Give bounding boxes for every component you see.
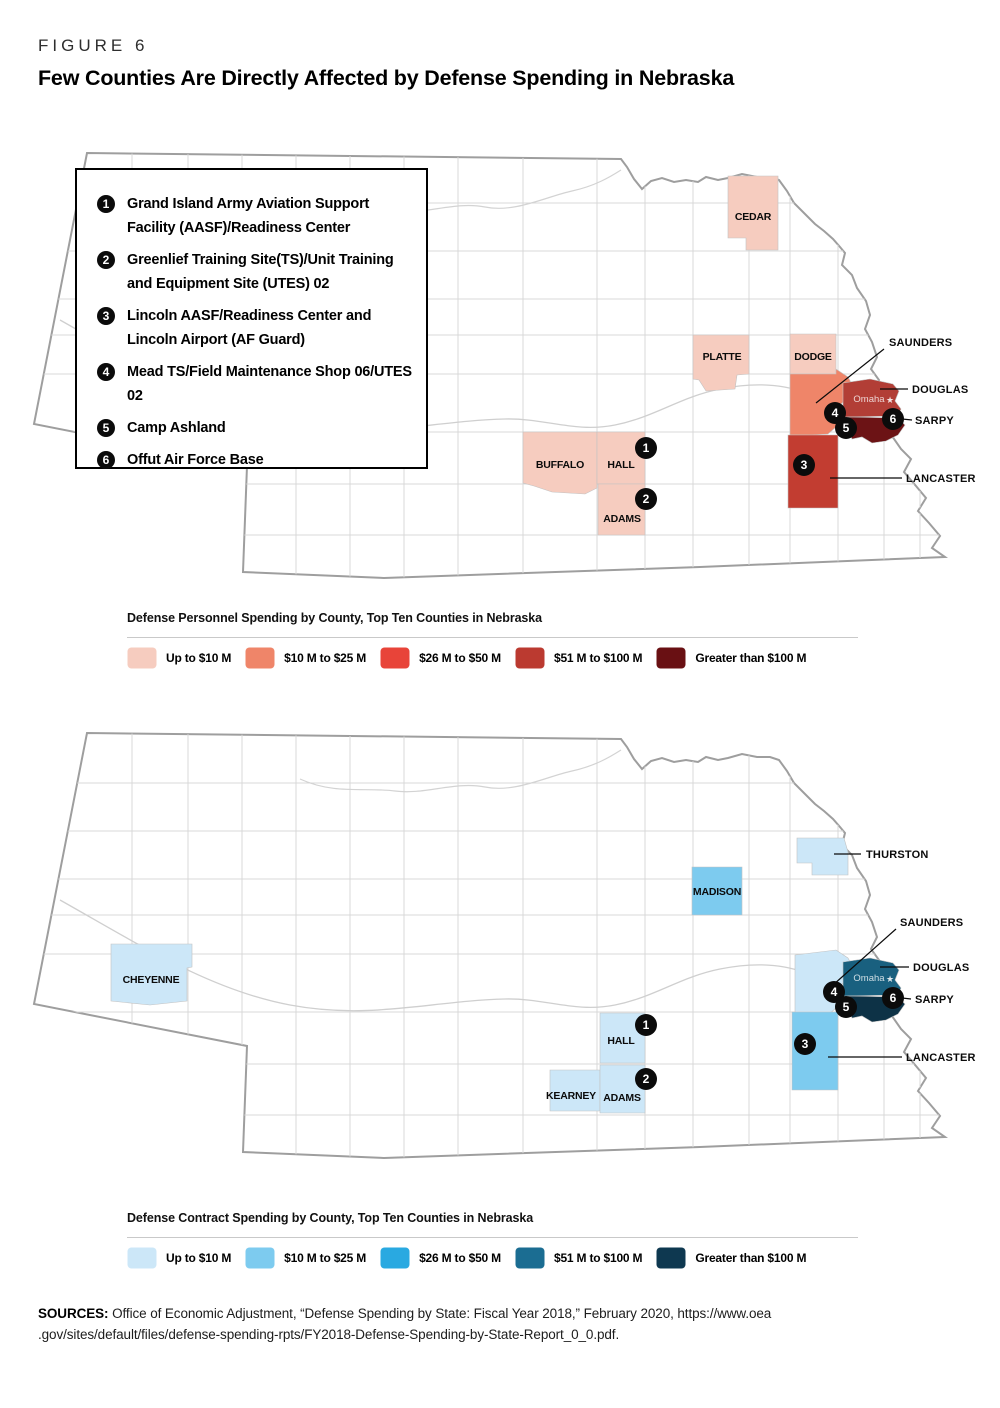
label-cedar: CEDAR: [735, 211, 772, 223]
omaha-star-icon: ★: [886, 974, 894, 984]
contract-map: THURSTON MADISON CHEYENNE SAUNDERS DOUGL…: [0, 705, 1000, 1175]
site-badge-6: 6: [97, 451, 115, 469]
sources-label: SOURCES:: [38, 1306, 109, 1321]
legend-swatch: [245, 1247, 275, 1269]
label-thurston: THURSTON: [866, 849, 929, 861]
site-markers: 1 2 3 4 5 6: [635, 402, 904, 510]
label-madison: MADISON: [693, 886, 741, 898]
figure-title: Few Counties Are Directly Affected by De…: [38, 66, 735, 90]
personnel-map: CEDAR PLATTE DODGE BUFFALO HALL ADAMS SA…: [0, 125, 1000, 595]
label-adams: ADAMS: [603, 513, 641, 525]
site-badge-1: 1: [97, 195, 115, 213]
site-item-3: 3 Lincoln AASF/Readiness Center and Linc…: [97, 304, 412, 352]
county-madison: [691, 866, 743, 916]
label-douglas: DOUGLAS: [913, 962, 969, 974]
county-lancaster: [791, 1011, 839, 1091]
svg-text:4: 4: [832, 406, 839, 420]
site-markers: 1 2 3 4 5 6: [635, 981, 904, 1090]
label-adams: ADAMS: [603, 1092, 641, 1104]
legend-swatch: [380, 647, 410, 669]
svg-text:6: 6: [890, 412, 897, 426]
legend-swatch: [380, 1247, 410, 1269]
omaha-label: Omaha: [853, 394, 885, 405]
label-saunders: SAUNDERS: [889, 337, 952, 349]
label-kearney: KEARNEY: [546, 1090, 596, 1102]
sources-note: SOURCES: Office of Economic Adjustment, …: [38, 1303, 983, 1345]
label-lancaster: LANCASTER: [906, 473, 976, 485]
omaha-label: Omaha: [853, 973, 885, 984]
personnel-legend: Up to $10 M $10 M to $25 M $26 M to $50 …: [127, 647, 806, 669]
sites-legend-box: 1 Grand Island Army Aviation Support Fac…: [75, 168, 428, 469]
legend-swatch: [127, 647, 157, 669]
sources-line2: .gov/sites/default/files/defense-spendin…: [38, 1327, 620, 1342]
sources-line1: Office of Economic Adjustment, “Defense …: [112, 1306, 772, 1321]
omaha-star-icon: ★: [886, 395, 894, 405]
svg-text:4: 4: [831, 985, 838, 999]
personnel-legend-title: Defense Personnel Spending by County, To…: [127, 611, 542, 625]
legend-item: $26 M to $50 M: [380, 1247, 501, 1269]
legend-item: Greater than $100 M: [656, 647, 806, 669]
site-item-6: 6 Offut Air Force Base: [97, 448, 412, 472]
contract-legend-title: Defense Contract Spending by County, Top…: [127, 1211, 534, 1225]
svg-text:5: 5: [843, 421, 850, 435]
label-sarpy: SARPY: [915, 994, 954, 1006]
site-badge-3: 3: [97, 307, 115, 325]
svg-text:2: 2: [643, 492, 650, 506]
county-adams: [597, 483, 646, 536]
figure-number: FIGURE 6: [38, 36, 149, 55]
contract-legend: Up to $10 M $10 M to $25 M $26 M to $50 …: [127, 1247, 806, 1269]
label-hall: HALL: [607, 1035, 635, 1047]
legend-swatch: [245, 647, 275, 669]
county-hall: [596, 431, 646, 485]
label-sarpy: SARPY: [915, 415, 954, 427]
svg-text:3: 3: [801, 458, 808, 472]
legend-item: $51 M to $100 M: [515, 647, 643, 669]
legend-divider: [127, 1237, 858, 1238]
svg-text:1: 1: [643, 1018, 650, 1032]
label-saunders: SAUNDERS: [900, 917, 963, 929]
legend-item: $10 M to $25 M: [245, 1247, 366, 1269]
leader-saunders: [815, 348, 885, 404]
county-hall: [599, 1012, 646, 1064]
legend-item: $26 M to $50 M: [380, 647, 501, 669]
label-platte: PLATTE: [703, 351, 742, 363]
site-badge-4: 4: [97, 363, 115, 381]
legend-item: $51 M to $100 M: [515, 1247, 643, 1269]
site-item-4: 4 Mead TS/Field Maintenance Shop 06/UTES…: [97, 360, 412, 408]
site-item-1: 1 Grand Island Army Aviation Support Fac…: [97, 192, 412, 240]
site-badge-2: 2: [97, 251, 115, 269]
site-item-5: 5 Camp Ashland: [97, 416, 412, 440]
svg-text:6: 6: [890, 991, 897, 1005]
label-lancaster: LANCASTER: [906, 1052, 976, 1064]
legend-swatch: [656, 647, 686, 669]
site-badge-5: 5: [97, 419, 115, 437]
legend-swatch: [127, 1247, 157, 1269]
legend-swatch: [515, 1247, 545, 1269]
legend-swatch: [656, 1247, 686, 1269]
county-platte: [692, 334, 750, 392]
svg-text:5: 5: [843, 1000, 850, 1014]
svg-text:3: 3: [802, 1037, 809, 1051]
county-cheyenne: [110, 943, 193, 1006]
label-douglas: DOUGLAS: [912, 384, 968, 396]
label-buffalo: BUFFALO: [536, 459, 584, 471]
county-adams: [599, 1064, 646, 1114]
county-thurston: [796, 837, 849, 876]
svg-text:2: 2: [643, 1072, 650, 1086]
county-cedar: [727, 175, 779, 251]
leader-saunders: [832, 928, 897, 986]
legend-item: Up to $10 M: [127, 647, 231, 669]
label-dodge: DODGE: [794, 351, 832, 363]
legend-divider: [127, 637, 858, 638]
legend-item: $10 M to $25 M: [245, 647, 366, 669]
label-hall: HALL: [607, 459, 635, 471]
svg-text:1: 1: [643, 441, 650, 455]
legend-item: Up to $10 M: [127, 1247, 231, 1269]
label-cheyenne: CHEYENNE: [123, 974, 180, 986]
legend-swatch: [515, 647, 545, 669]
site-item-2: 2 Greenlief Training Site(TS)/Unit Train…: [97, 248, 412, 296]
legend-item: Greater than $100 M: [656, 1247, 806, 1269]
county-lancaster: [787, 434, 839, 509]
